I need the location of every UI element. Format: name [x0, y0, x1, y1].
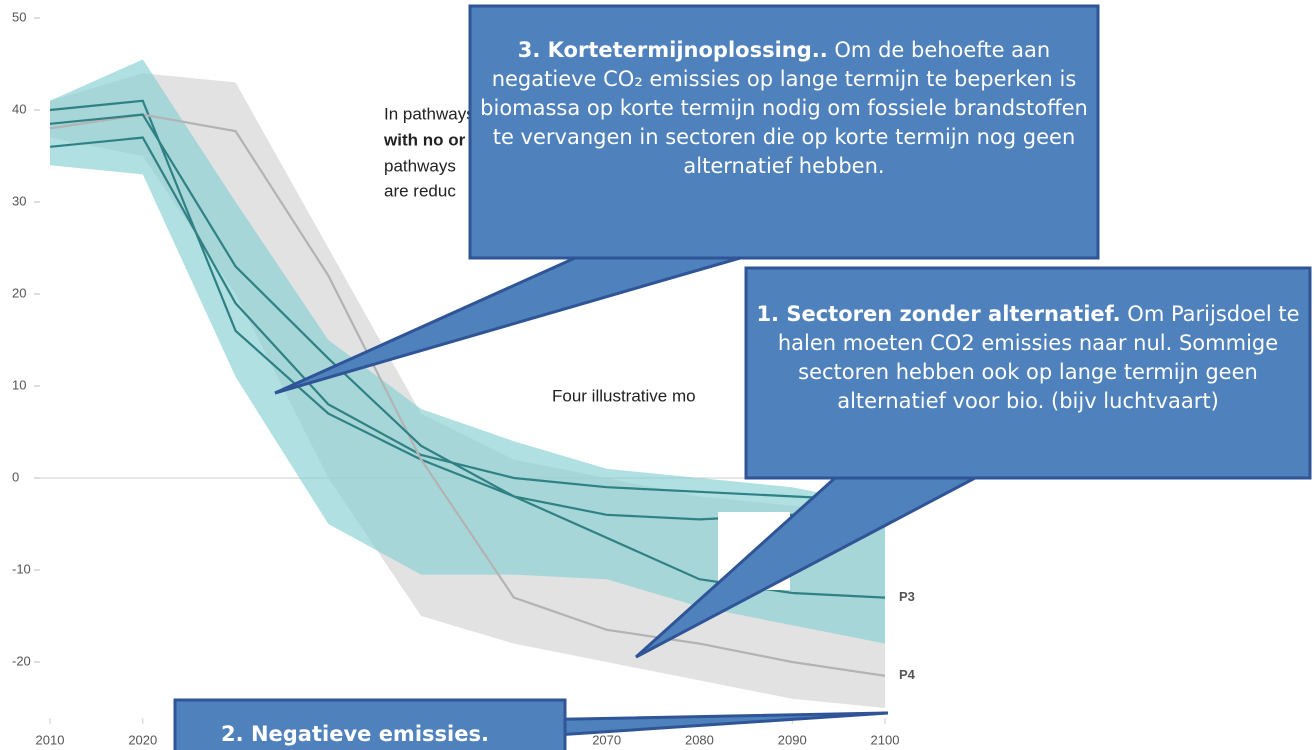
y-tick-label: 20: [12, 285, 26, 300]
x-tick-label: 2100: [871, 732, 900, 747]
y-tick-label: 10: [12, 377, 26, 392]
y-tick-label: 50: [12, 9, 26, 24]
callout-text: 2. Negatieve emissies.: [221, 722, 489, 746]
y-tick-label: -20: [12, 653, 31, 668]
callout-box: [744, 266, 1312, 480]
background-text: are reduc: [384, 181, 456, 200]
series-label: P4: [899, 667, 916, 682]
x-tick-label: 2080: [685, 732, 714, 747]
background-text: Four illustrative mo: [552, 386, 696, 405]
background-text: In pathways lin: [384, 104, 496, 123]
callout-text: 3. Kortetermijnoplossing.. Om de behoeft…: [480, 38, 1088, 178]
series-line: [49, 113, 886, 677]
callout-box: [468, 4, 1100, 260]
x-tick-label: 2010: [36, 732, 65, 747]
callout-text: 1. Sectoren zonder alternatief. Om Parij…: [756, 302, 1300, 413]
x-tick-label: 2090: [778, 732, 807, 747]
callout-box: [173, 698, 567, 750]
series-label: P3: [899, 589, 915, 604]
y-tick-label: 0: [12, 469, 19, 484]
band: [50, 59, 885, 644]
background-text: pathways: [384, 156, 456, 175]
y-tick-label: -10: [12, 561, 31, 576]
x-tick-label: 2070: [592, 732, 621, 747]
x-tick-label: 2020: [128, 732, 157, 747]
series-line: [49, 136, 886, 503]
background-text: with no or lim: [383, 130, 495, 149]
y-tick-label: 30: [12, 193, 26, 208]
y-tick-label: 40: [12, 101, 26, 116]
